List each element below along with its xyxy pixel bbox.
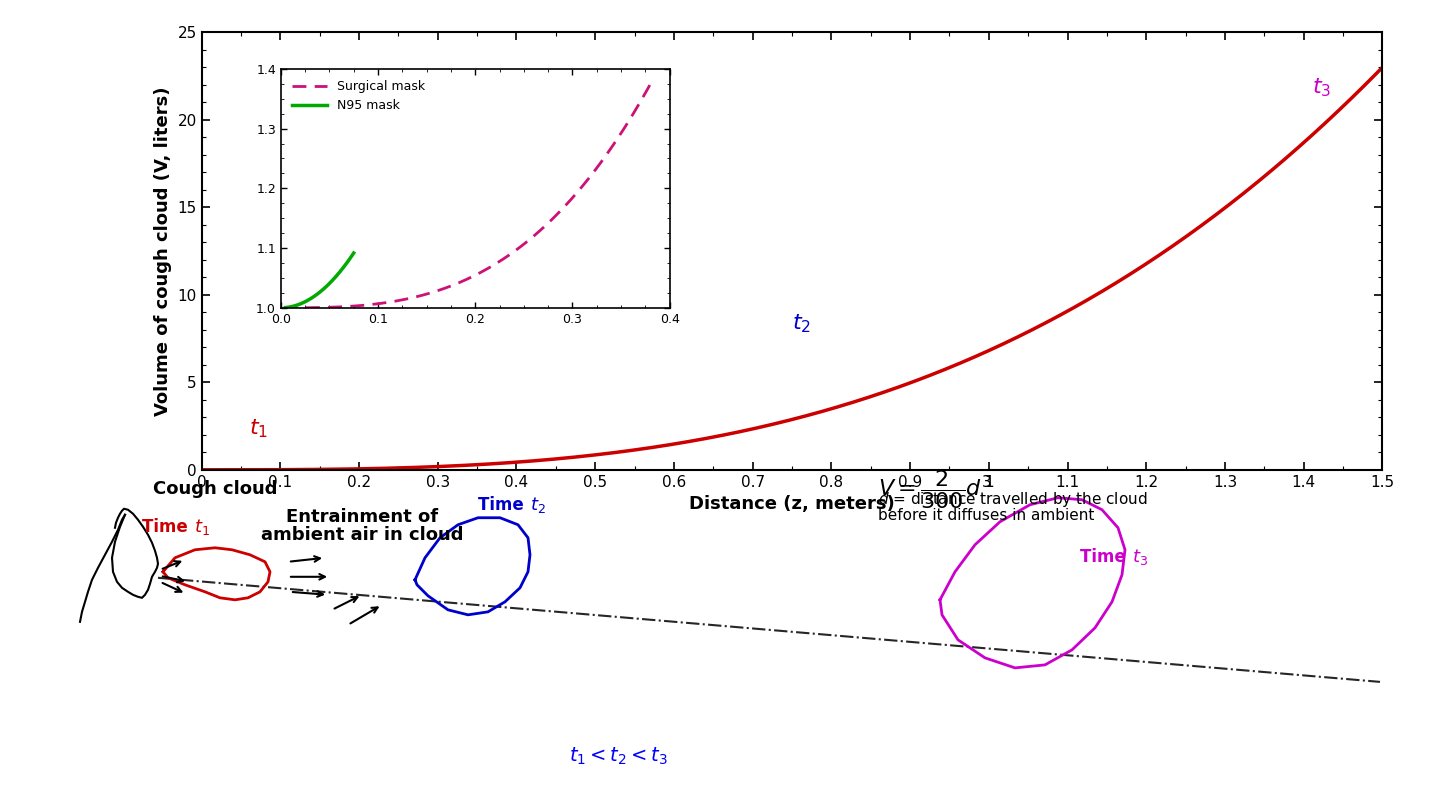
Text: $V = \dfrac{2}{300}d^3$: $V = \dfrac{2}{300}d^3$ (878, 467, 992, 510)
Text: $t_2$: $t_2$ (530, 495, 546, 514)
Text: Time: Time (1080, 548, 1132, 566)
Y-axis label: Volume of cough cloud (V, liters): Volume of cough cloud (V, liters) (154, 87, 171, 416)
Text: Entrainment of: Entrainment of (287, 508, 438, 526)
Text: $t_2$: $t_2$ (792, 313, 811, 335)
Text: $t_3$: $t_3$ (1312, 77, 1331, 100)
Text: ambient air in cloud: ambient air in cloud (261, 526, 464, 544)
Text: $t_1 < t_2 < t_3$: $t_1 < t_2 < t_3$ (569, 746, 667, 767)
Text: Cough cloud: Cough cloud (153, 480, 278, 497)
X-axis label: Distance (z, meters): Distance (z, meters) (690, 495, 894, 514)
Text: before it diffuses in ambient: before it diffuses in ambient (878, 508, 1094, 522)
Legend: Surgical mask, N95 mask: Surgical mask, N95 mask (287, 75, 431, 117)
Text: $t_1$: $t_1$ (249, 418, 268, 441)
Text: Time: Time (478, 496, 530, 514)
Text: $t_3$: $t_3$ (1132, 547, 1148, 567)
Text: Time: Time (143, 518, 194, 535)
Text: $d$ = distance travelled by the cloud: $d$ = distance travelled by the cloud (878, 490, 1148, 509)
Text: $t_1$: $t_1$ (194, 517, 210, 537)
